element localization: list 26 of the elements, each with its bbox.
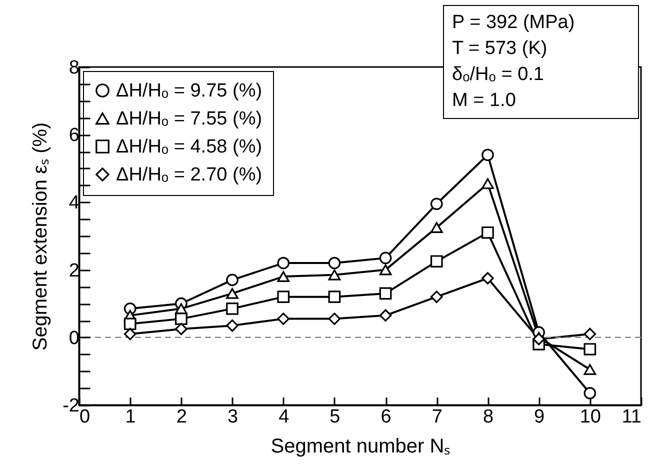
legend-label: ΔH/Hₒ = 7.55 (%) xyxy=(116,108,262,130)
legend-label: ΔH/Hₒ = 2.70 (%) xyxy=(116,164,262,186)
x-tick-label: 9 xyxy=(534,406,545,428)
x-tick-label: 8 xyxy=(482,406,494,428)
y-tick-label: 2 xyxy=(68,260,80,282)
x-tick-label: 11 xyxy=(622,406,642,428)
x-tick-label: 6 xyxy=(380,406,392,428)
x-tick-label: 2 xyxy=(176,406,187,428)
annotation: δₒ/Hₒ = 0.1 xyxy=(452,63,545,87)
x-axis-title: Segment number Nₛ xyxy=(270,436,450,458)
y-axis-title: Segment extension εₛ (%) xyxy=(30,122,52,351)
y-tick-label: 4 xyxy=(68,192,80,214)
x-tick-label: 4 xyxy=(278,406,290,428)
x-tick-label: 7 xyxy=(432,406,442,428)
legend-label: ΔH/Hₒ = 9.75 (%) xyxy=(116,80,262,102)
y-tick-label: -2 xyxy=(62,396,80,416)
annotation: M = 1.0 xyxy=(452,89,517,113)
legend-label: ΔH/Hₒ = 4.58 (%) xyxy=(116,136,262,158)
x-tick-label: 5 xyxy=(330,406,340,428)
parameter-box: P = 392 (MPa) T = 573 (K) δₒ/Hₒ = 0.1 M = 1.0 xyxy=(443,5,639,119)
y-tick-label: 6 xyxy=(68,125,80,146)
y-tick-label: 0 xyxy=(68,328,80,349)
x-tick-label: 10 xyxy=(580,406,601,428)
x-tick-label: 1 xyxy=(125,406,136,428)
x-tick-label: 3 xyxy=(227,406,238,428)
y-tick-label: 8 xyxy=(68,58,80,78)
